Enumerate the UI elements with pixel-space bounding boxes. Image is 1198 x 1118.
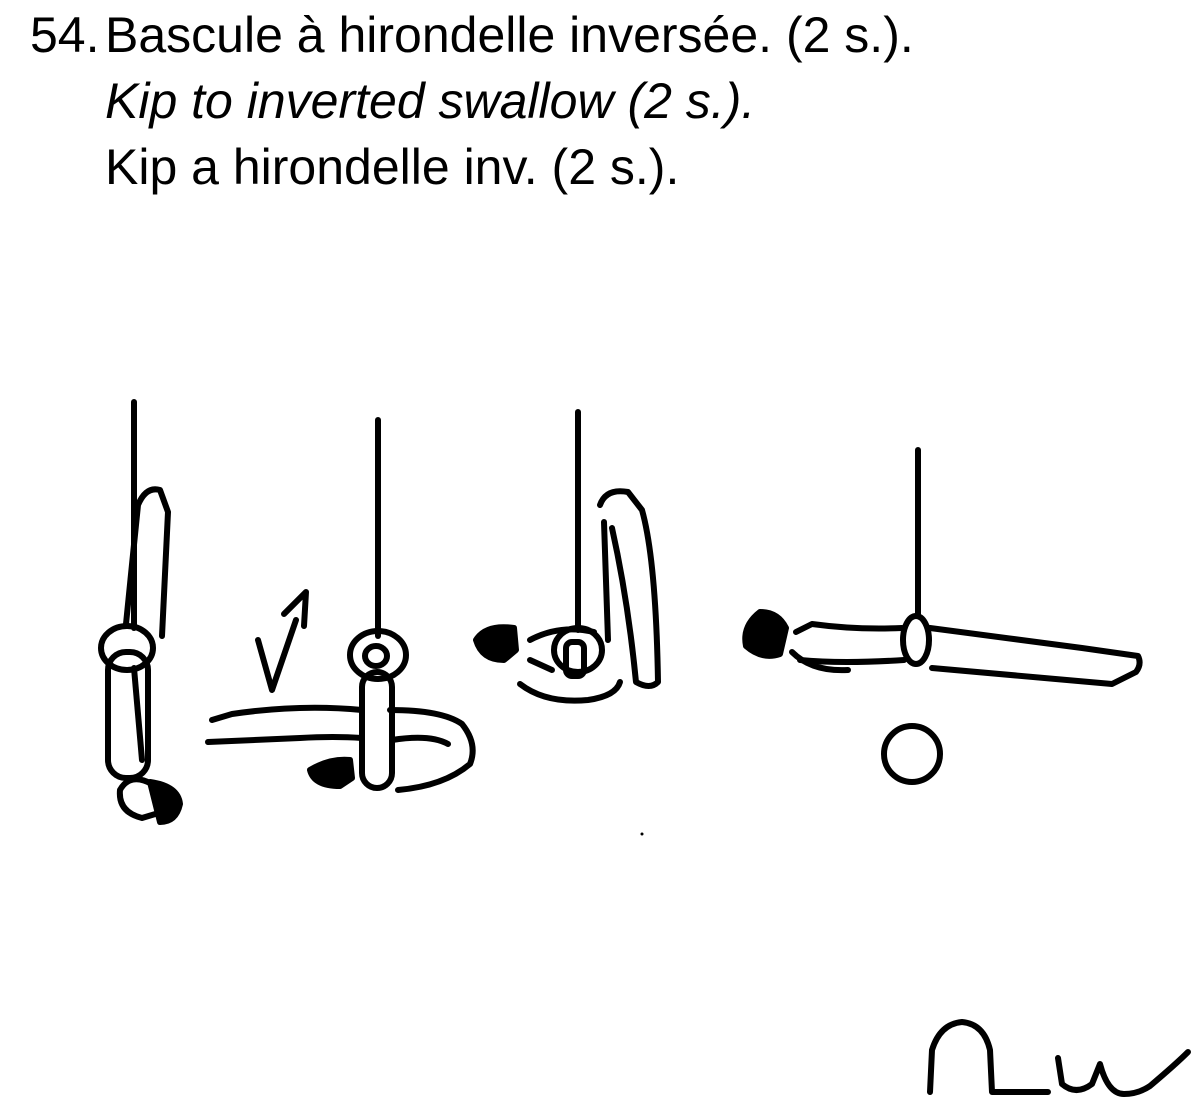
title-french: Bascule à hirondelle inversée. (2 s.). bbox=[105, 7, 914, 63]
title-spanish: Kip a hirondelle inv. (2 s.). bbox=[105, 139, 680, 195]
element-header: 54. Bascule à hirondelle inversée. (2 s.)… bbox=[30, 2, 914, 200]
figure-4-inverted-swallow bbox=[742, 447, 1143, 785]
figure-2-kip-swing bbox=[205, 417, 476, 793]
notation-symbol-icon bbox=[927, 1019, 1191, 1097]
title-english: Kip to inverted swallow (2 s.). bbox=[105, 73, 756, 129]
element-number: 54. bbox=[30, 7, 100, 63]
arrow-icon bbox=[255, 617, 299, 693]
arrow-head bbox=[281, 589, 309, 629]
figure-1-inverted-hang bbox=[98, 399, 183, 825]
circle-symbol-icon bbox=[881, 723, 943, 785]
title-line-french: 54. Bascule à hirondelle inversée. (2 s.)… bbox=[30, 2, 914, 68]
figure-3-pike bbox=[473, 409, 661, 704]
